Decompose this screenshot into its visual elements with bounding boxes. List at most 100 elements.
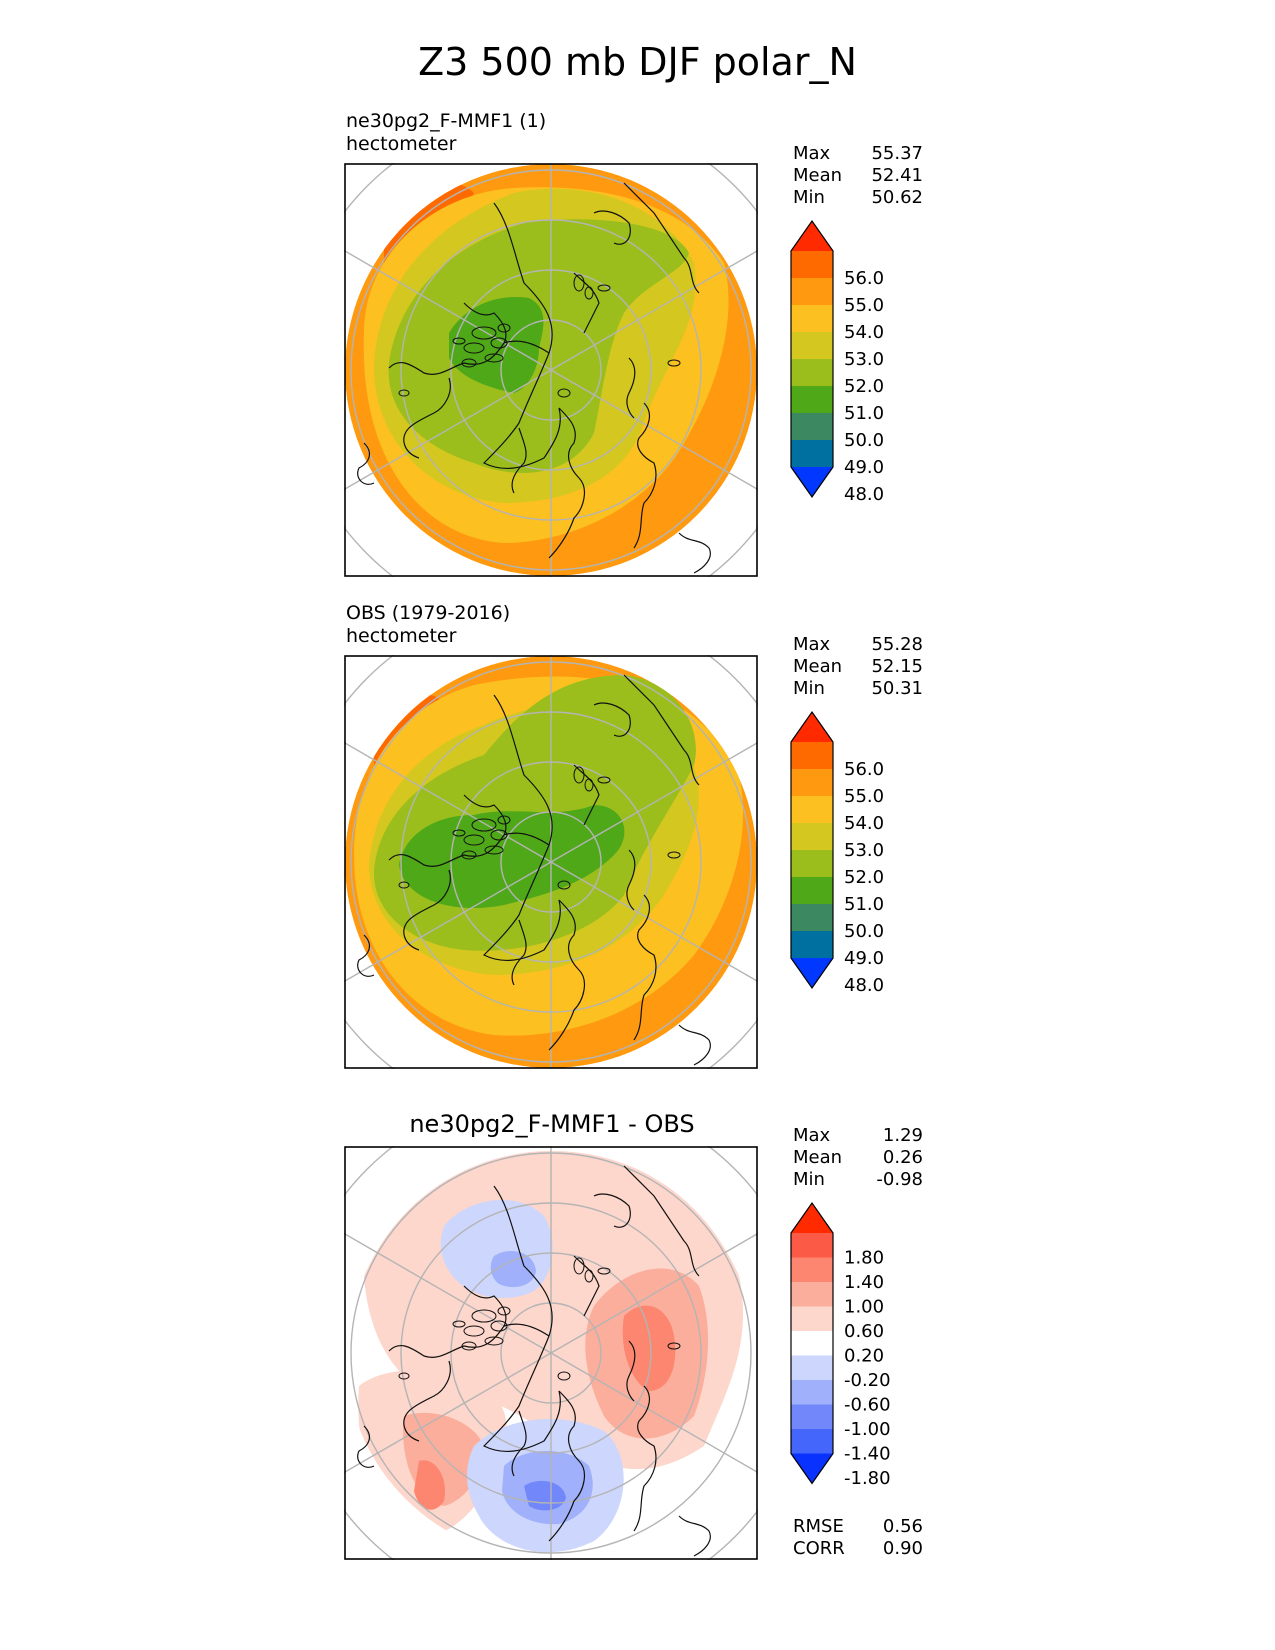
stat-row: Max 55.28 <box>793 634 923 656</box>
colorbar-segment <box>791 1380 833 1405</box>
coastline <box>463 794 507 836</box>
coastline <box>623 674 700 786</box>
contour-band <box>490 1251 536 1288</box>
colorbar-outline <box>790 1201 834 1485</box>
coastline <box>626 849 636 911</box>
coastline <box>511 919 527 986</box>
colorbar-segment <box>791 332 833 360</box>
island-outline <box>463 834 485 846</box>
island-outline <box>667 851 681 859</box>
coastline <box>403 1360 451 1442</box>
stat-label: Mean <box>793 1147 843 1168</box>
island-outline <box>667 359 681 367</box>
colorbar-tick-label: 53.0 <box>844 840 884 861</box>
island-outline <box>484 1336 504 1346</box>
panel-test-title: ne30pg2_F-MMF1 (1) <box>346 110 547 132</box>
coastline <box>678 532 711 574</box>
coastline <box>633 1385 657 1532</box>
colorbar-tick-label: 1.40 <box>844 1272 884 1293</box>
colorbar-tick-label: 52.0 <box>844 867 884 888</box>
island-outline <box>452 1320 466 1328</box>
island-outline <box>398 1372 410 1380</box>
island-outline <box>490 337 508 349</box>
colorbar-segment <box>791 796 833 824</box>
metrics-diff: RMSE 0.56 CORR 0.90 <box>793 1516 923 1560</box>
meridian-line <box>344 1352 552 1474</box>
colorbar-tick-label: 48.0 <box>844 975 884 996</box>
island-outline <box>573 766 585 784</box>
coastline <box>463 302 507 344</box>
island-outline <box>573 1257 585 1275</box>
stat-row: Min 50.62 <box>793 187 923 209</box>
coastline <box>548 1390 586 1542</box>
meridian-line <box>550 741 758 863</box>
island-outline <box>557 1371 571 1381</box>
coastlines <box>357 1165 711 1557</box>
stat-row: Min 50.31 <box>793 678 923 700</box>
colorbar-segment <box>791 359 833 387</box>
polar-map-test <box>344 163 758 577</box>
island-outline <box>452 337 466 345</box>
colorbar-tick-label: 50.0 <box>844 921 884 942</box>
stat-row: Mean 52.15 <box>793 656 923 678</box>
island-outline <box>597 1267 611 1275</box>
stat-row: Mean 52.41 <box>793 165 923 187</box>
island-outline <box>398 881 410 889</box>
colorbar-extend-high <box>791 1203 833 1233</box>
colorbar-tick-label: 54.0 <box>844 813 884 834</box>
map-frame <box>344 655 758 1069</box>
island-outline <box>584 1269 594 1283</box>
stat-value: 50.62 <box>871 187 923 208</box>
island-outline <box>398 389 410 397</box>
field-layer <box>345 164 757 576</box>
colorbar-outline <box>790 219 834 499</box>
metric-value: 0.56 <box>882 1516 923 1537</box>
meridian-line <box>550 1352 758 1474</box>
stat-value: 52.41 <box>871 165 923 186</box>
island-outline <box>471 326 497 340</box>
polar-map-diff <box>344 1146 758 1560</box>
stat-label: Min <box>793 678 825 699</box>
coastline <box>482 694 561 961</box>
colorbar-tick-label: 0.60 <box>844 1321 884 1342</box>
island-outline <box>490 1320 508 1332</box>
coastline <box>357 442 375 485</box>
colorbar-segment <box>791 1282 833 1307</box>
island-outline <box>461 1341 477 1351</box>
coastline <box>511 1410 527 1477</box>
island-outline <box>452 829 466 837</box>
stat-label: Max <box>793 143 831 164</box>
coastline <box>463 1285 507 1327</box>
island-outline <box>584 778 594 792</box>
figure-title: Z3 500 mb DJF polar_N <box>418 40 857 84</box>
coastline <box>623 1165 700 1277</box>
coastline <box>357 934 375 977</box>
colorbar-tick-label: 55.0 <box>844 295 884 316</box>
colorbar-segment <box>791 877 833 905</box>
island-outline <box>463 342 485 354</box>
stats-diff: Max 1.29 Mean 0.26 Min -0.98 <box>793 1125 923 1191</box>
colorbar-segment <box>791 1257 833 1283</box>
map-frame <box>344 163 758 577</box>
island-outline <box>497 323 511 333</box>
colorbar-segment <box>791 251 833 279</box>
stat-row: Min -0.98 <box>793 1169 923 1191</box>
graticule <box>344 1146 758 1560</box>
stat-row: Mean 0.26 <box>793 1147 923 1169</box>
colorbar-extend-low <box>791 1453 833 1484</box>
colorbar-extend-low <box>791 958 833 988</box>
colorbar-segment <box>791 769 833 797</box>
coastline <box>633 402 657 549</box>
meridian-line <box>550 1232 758 1354</box>
stats-obs: Max 55.28 Mean 52.15 Min 50.31 <box>793 634 923 700</box>
meridian-line <box>344 369 552 491</box>
colorbar-segment <box>791 413 833 441</box>
colorbar-segment <box>791 1355 833 1381</box>
colorbar-tick-label: -0.20 <box>844 1370 891 1391</box>
colorbar-tick-label: -1.40 <box>844 1444 891 1465</box>
colorbar-segment <box>791 305 833 333</box>
colorbar-segment <box>791 931 833 959</box>
colorbar-extend-low <box>791 467 833 497</box>
colorbar-tick-label: -0.60 <box>844 1395 891 1416</box>
stat-label: Max <box>793 1125 831 1146</box>
